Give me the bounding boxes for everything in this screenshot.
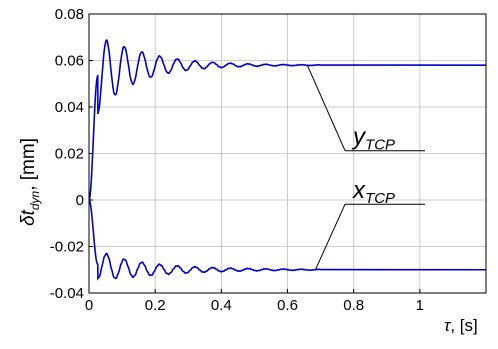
y-tick-label: -0.02 <box>50 239 84 256</box>
x-tick-label: 0.8 <box>343 297 364 314</box>
x-axis-label: τ, [s] <box>444 316 478 335</box>
y-tick-label: -0.04 <box>50 285 84 302</box>
y-axis-label: δtdyn, [mm] <box>18 138 42 226</box>
annotation-label-y-tcp: yTCP <box>351 124 395 154</box>
grid <box>89 14 486 293</box>
y-tick-label: 0.06 <box>55 53 84 70</box>
annotation-leader <box>315 203 346 270</box>
annotations: yTCP xTCP <box>306 64 426 270</box>
annotation-label-x-tcp: xTCP <box>352 177 395 207</box>
x-tick-label: 0.2 <box>145 297 166 314</box>
x-tick-label: 0.4 <box>211 297 232 314</box>
series-group <box>88 39 487 281</box>
y-tick-label: 0 <box>76 192 84 209</box>
ticks: 0 0.2 0.4 0.6 0.8 1 -0.04 -0.02 0 0.02 0.04 0.06 0.0… <box>50 6 424 314</box>
series-line-x-tcp <box>88 199 487 281</box>
x-tick-label: 1 <box>416 297 424 314</box>
x-tick-label: 0 <box>85 297 93 314</box>
x-tick-label: 0.6 <box>277 297 298 314</box>
y-tick-label: 0.02 <box>55 146 84 163</box>
annotation-leader <box>306 64 346 151</box>
y-tick-label: 0.04 <box>55 99 84 116</box>
series-line-y-tcp <box>88 39 487 201</box>
y-tick-label: 0.08 <box>55 6 84 23</box>
